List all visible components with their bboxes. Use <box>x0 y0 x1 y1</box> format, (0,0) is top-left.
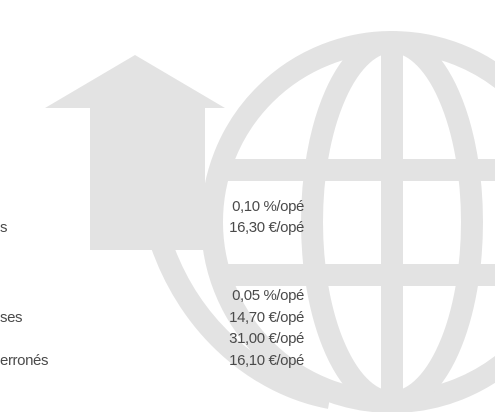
price-row: ses 14,70 €/opé <box>0 309 304 329</box>
row-label: erronés <box>0 352 48 369</box>
row-label: ses <box>0 309 22 326</box>
price-row: 31,00 €/opé <box>0 330 304 350</box>
row-value: 0,05 %/opé <box>232 287 304 304</box>
price-row: 0,05 %/opé <box>0 287 304 307</box>
price-row: s 16,30 €/opé <box>0 219 304 239</box>
page: 0,10 %/opé s 16,30 €/opé 0,05 %/opé ses 14,70… <box>0 0 495 412</box>
price-row: erronés 16,10 €/opé <box>0 352 304 372</box>
row-value: 0,10 %/opé <box>232 198 304 215</box>
row-label: s <box>0 219 7 236</box>
row-value: 16,10 €/opé <box>229 352 304 369</box>
row-value: 31,00 €/opé <box>229 330 304 347</box>
price-row: 0,10 %/opé <box>0 198 304 218</box>
row-value: 14,70 €/opé <box>229 309 304 326</box>
row-value: 16,30 €/opé <box>229 219 304 236</box>
